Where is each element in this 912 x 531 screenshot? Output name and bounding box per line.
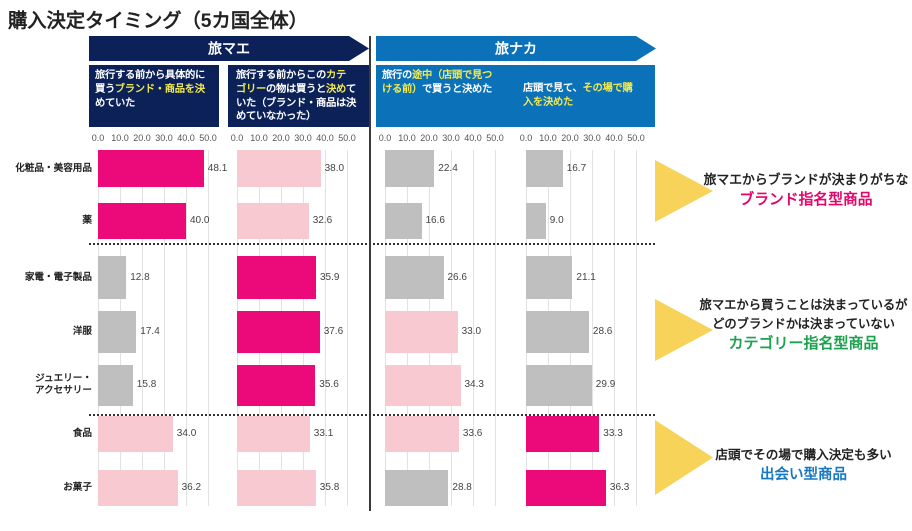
svg-text:旅マエ: 旅マエ xyxy=(208,41,250,57)
svg-text:旅ナカ: 旅ナカ xyxy=(495,41,537,57)
